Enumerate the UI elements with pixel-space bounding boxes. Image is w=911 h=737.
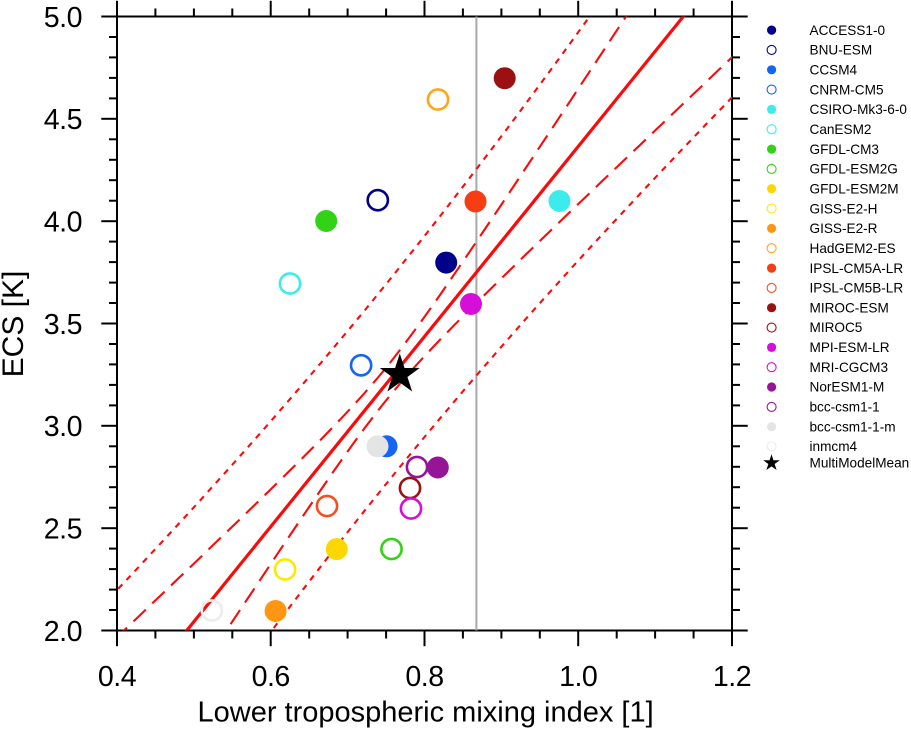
- svg-text:HadGEM2-ES: HadGEM2-ES: [810, 241, 896, 256]
- svg-text:MRI-CGCM3: MRI-CGCM3: [810, 360, 889, 375]
- svg-text:ECS [K]: ECS [K]: [0, 271, 30, 378]
- svg-text:5.0: 5.0: [44, 2, 82, 34]
- svg-text:0.8: 0.8: [405, 661, 443, 693]
- svg-text:inmcm4: inmcm4: [810, 439, 858, 454]
- svg-text:CSIRO-Mk3-6-0: CSIRO-Mk3-6-0: [810, 102, 908, 117]
- svg-text:MIROC5: MIROC5: [810, 320, 863, 335]
- svg-text:IPSL-CM5B-LR: IPSL-CM5B-LR: [810, 281, 904, 296]
- svg-text:0.6: 0.6: [252, 661, 290, 693]
- svg-text:GFDL-CM3: GFDL-CM3: [810, 142, 879, 157]
- svg-text:ACCESS1-0: ACCESS1-0: [810, 23, 886, 38]
- svg-text:CNRM-CM5: CNRM-CM5: [810, 82, 884, 97]
- svg-text:GISS-E2-H: GISS-E2-H: [810, 201, 878, 216]
- svg-text:GFDL-ESM2G: GFDL-ESM2G: [810, 162, 898, 177]
- svg-text:0.4: 0.4: [98, 661, 137, 693]
- svg-text:MultiModelMean: MultiModelMean: [810, 456, 910, 471]
- svg-text:1.2: 1.2: [713, 661, 751, 693]
- svg-text:MPI-ESM-LR: MPI-ESM-LR: [810, 340, 890, 355]
- svg-text:Lower tropospheric mixing inde: Lower tropospheric mixing index [1]: [198, 697, 654, 729]
- svg-text:3.0: 3.0: [44, 411, 82, 443]
- svg-text:bcc-csm1-1: bcc-csm1-1: [810, 400, 880, 415]
- svg-text:2.0: 2.0: [44, 616, 82, 648]
- svg-text:4.0: 4.0: [44, 207, 82, 239]
- svg-text:2.5: 2.5: [44, 514, 82, 546]
- svg-text:IPSL-CM5A-LR: IPSL-CM5A-LR: [810, 261, 904, 276]
- svg-text:4.5: 4.5: [44, 104, 82, 136]
- svg-text:NorESM1-M: NorESM1-M: [810, 380, 885, 395]
- svg-text:MIROC-ESM: MIROC-ESM: [810, 300, 889, 315]
- svg-text:1.0: 1.0: [559, 661, 597, 693]
- svg-text:CCSM4: CCSM4: [810, 63, 858, 78]
- svg-text:bcc-csm1-1-m: bcc-csm1-1-m: [810, 419, 896, 434]
- svg-text:CanESM2: CanESM2: [810, 122, 872, 137]
- svg-text:GISS-E2-R: GISS-E2-R: [810, 221, 878, 236]
- svg-text:3.5: 3.5: [44, 309, 82, 341]
- svg-text:BNU-ESM: BNU-ESM: [810, 43, 873, 58]
- svg-text:GFDL-ESM2M: GFDL-ESM2M: [810, 181, 899, 196]
